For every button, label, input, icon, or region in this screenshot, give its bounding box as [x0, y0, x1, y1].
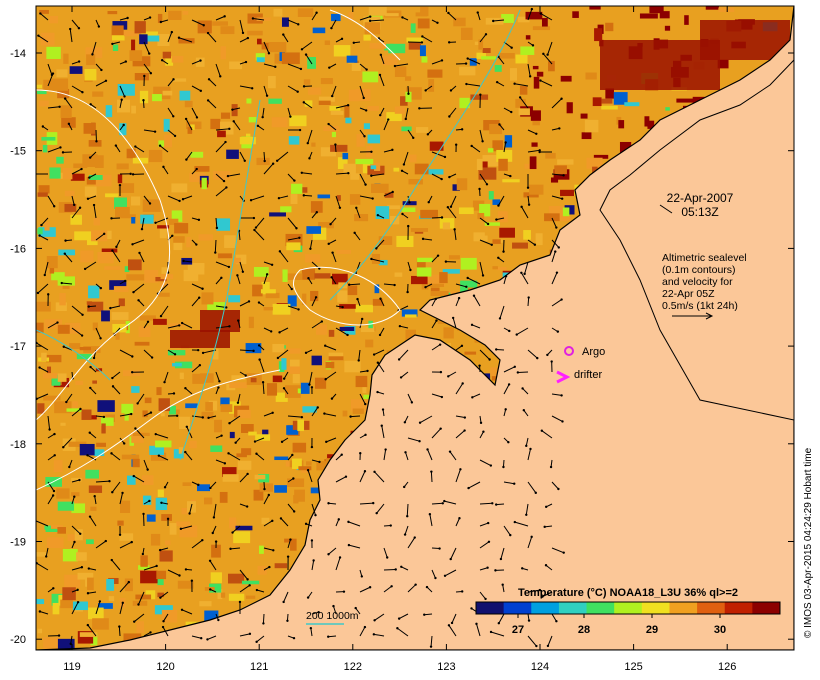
lat-label: -15 [10, 146, 26, 158]
sealevel-contours [36, 9, 401, 491]
altimetry-line-5: 0.5m/s (1kt 24h) [662, 300, 738, 312]
datetime-line2: 05:13Z [681, 205, 718, 219]
longitude-axis: 119 120 121 122 123 124 125 126 [63, 6, 736, 673]
latitude-axis: -14 -15 -16 -17 -18 -19 -20 [10, 48, 794, 646]
colorbar-tick-label: 28 [578, 624, 590, 636]
land-mass-northeast [599, 59, 794, 421]
drifter-label: drifter [574, 369, 602, 381]
colorbar-segment [752, 602, 781, 614]
colorbar-segment [669, 602, 698, 614]
argo-circle-icon [564, 346, 574, 356]
altimetry-line-1: Altimetric sealevel [662, 252, 747, 264]
credit-text: © IMOS 03-Apr-2015 04:24:29 Hobart time [803, 447, 814, 638]
lon-label: 125 [624, 661, 642, 673]
datetime-pointer [659, 204, 673, 214]
colorbar-segment [558, 602, 588, 614]
lon-label: 124 [531, 661, 549, 673]
velocity-arrows [36, 7, 565, 648]
lat-label: -16 [10, 243, 26, 255]
lon-label: 123 [437, 661, 455, 673]
isobaths [36, 9, 521, 461]
colorbar-segment [586, 602, 615, 614]
land-mass [36, 6, 794, 650]
colorbar-segment [641, 602, 670, 614]
colorbar-segment [697, 602, 726, 614]
colorbar: Temperature (°C) NOAA18_L3U 36% ql>=2 27… [475, 587, 781, 636]
lat-label: -18 [10, 439, 26, 451]
colorbar-title: Temperature (°C) NOAA18_L3U 36% ql>=2 [518, 587, 738, 599]
colorbar-segment [476, 602, 505, 614]
argo-label: Argo [582, 346, 605, 358]
lat-label: -20 [10, 634, 26, 646]
colorbar-segment [531, 602, 560, 614]
lat-label: -17 [10, 341, 26, 353]
colorbar-segment [614, 602, 643, 614]
colorbar-segment [724, 602, 753, 614]
lat-label: -19 [10, 537, 26, 549]
isobath-legend: 200 1000m [306, 610, 359, 625]
lon-label: 120 [156, 661, 174, 673]
argo-legend: Argo [564, 346, 605, 358]
colorbar-tick-label: 29 [646, 624, 658, 636]
datetime-line1: 22-Apr-2007 [667, 191, 734, 205]
lon-label: 119 [63, 661, 81, 673]
lat-label: -14 [10, 48, 26, 60]
drifter-legend: drifter [556, 369, 602, 384]
altimetry-line-4: 22-Apr 05Z [662, 288, 715, 300]
map-frame [35, 5, 795, 651]
colorbar-tick-label: 27 [512, 624, 524, 636]
lon-label: 121 [250, 661, 268, 673]
altimetry-line-2: (0.1m contours) [662, 264, 736, 276]
lon-label: 126 [718, 661, 736, 673]
isobath-depth-label: 200 1000m [306, 610, 359, 622]
lon-label: 122 [344, 661, 362, 673]
colorbar-segment [503, 602, 532, 614]
drifter-chevron-icon [556, 370, 571, 384]
colorbar-tick-label: 30 [714, 624, 726, 636]
credit-stamp: © IMOS 03-Apr-2015 04:24:29 Hobart time [803, 447, 814, 638]
altimetry-legend: Altimetric sealevel (0.1m contours) and … [662, 252, 747, 320]
altimetry-line-3: and velocity for [662, 276, 733, 288]
velocity-scale-arrowhead [705, 312, 714, 320]
colorbar-frame [475, 601, 781, 615]
